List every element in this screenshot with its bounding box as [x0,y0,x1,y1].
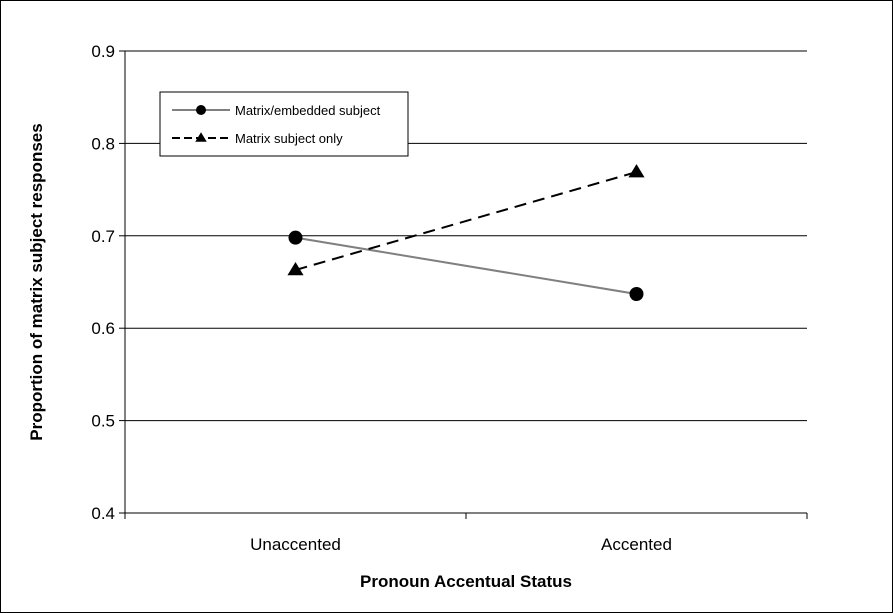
legend-label: Matrix subject only [235,131,343,146]
data-point [195,132,207,142]
series-group [287,164,645,302]
axes: 0.4 0.5 0.6 0.7 0.8 0.9 Unaccented Accented [91,42,808,554]
legend-items: Matrix/embedded subject Matrix subject on… [172,103,381,146]
data-point [287,262,304,276]
y-tick-label: 0.4 [91,504,115,523]
y-tick-label: 0.6 [91,319,115,338]
series-line [295,171,637,271]
x-tick-label: Accented [601,535,672,554]
y-tick-label: 0.7 [91,227,115,246]
data-point [288,230,303,245]
y-tick-label: 0.5 [91,412,115,431]
x-axis-title: Pronoun Accentual Status [360,572,572,591]
y-tick-label: 0.9 [91,42,115,61]
series-line [295,236,637,295]
data-point [629,287,644,302]
legend: Matrix/embedded subject Matrix subject on… [159,91,409,157]
data-point [628,164,645,178]
legend-item: Matrix subject only [172,131,343,146]
series [287,164,645,276]
legend-label: Matrix/embedded subject [235,103,381,118]
x-tick-label: Unaccented [250,535,341,554]
y-tick-label: 0.8 [91,134,115,153]
data-point [196,105,206,115]
gridlines [125,50,807,422]
legend-box [159,91,409,157]
legend-item: Matrix/embedded subject [172,103,381,118]
y-axis-title: Proportion of matrix subject responses [27,123,46,440]
series [288,230,644,302]
